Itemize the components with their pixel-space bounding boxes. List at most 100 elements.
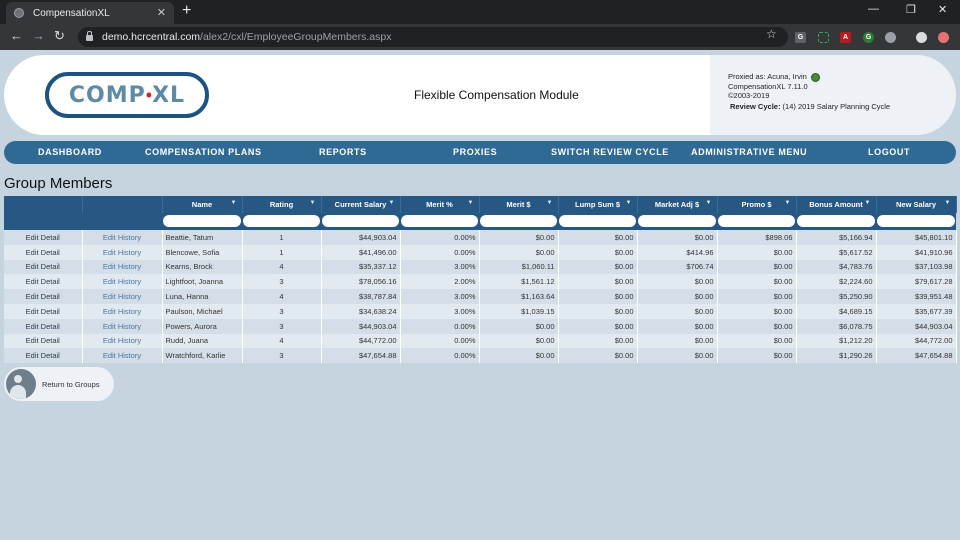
column-filter-icon[interactable]: ▼ bbox=[944, 200, 951, 206]
forward-icon[interactable]: → bbox=[32, 28, 45, 43]
column-header[interactable]: Promo $ ▼ bbox=[717, 196, 797, 213]
extension-badge-icon[interactable] bbox=[885, 32, 896, 43]
reload-icon[interactable]: ↻ bbox=[54, 28, 65, 43]
edit-history-link[interactable]: Edit History bbox=[82, 230, 163, 245]
copyright-text: ©2003-2019 bbox=[728, 90, 770, 100]
edit-history-link[interactable]: Edit History bbox=[82, 348, 163, 364]
column-header[interactable]: Lump Sum $ ▼ bbox=[558, 196, 638, 213]
edit-history-link[interactable]: Edit History bbox=[82, 244, 163, 260]
column-header[interactable]: Bonus Amount ▼ bbox=[796, 196, 877, 213]
column-filter-input[interactable] bbox=[163, 215, 241, 227]
edit-detail-link[interactable]: Edit Detail bbox=[4, 259, 83, 275]
column-header[interactable]: Name ▼ bbox=[162, 196, 243, 213]
column-header[interactable]: Market Adj $ ▼ bbox=[637, 196, 718, 213]
table-cell: $0.00 bbox=[717, 244, 797, 260]
nav-administrative-menu[interactable]: ADMINISTRATIVE MENU bbox=[691, 147, 808, 157]
table-cell: 0.00% bbox=[400, 244, 480, 260]
column-header[interactable]: Rating ▼ bbox=[242, 196, 322, 213]
back-icon[interactable]: ← bbox=[10, 28, 23, 43]
edit-detail-link[interactable]: Edit Detail bbox=[4, 333, 83, 349]
column-filter-icon[interactable]: ▼ bbox=[625, 200, 632, 206]
table-cell: $0.00 bbox=[558, 289, 638, 304]
column-filter-input[interactable] bbox=[401, 215, 478, 227]
column-filter-icon[interactable]: ▼ bbox=[784, 200, 791, 206]
edit-history-link[interactable]: Edit History bbox=[82, 289, 163, 304]
table-cell: $0.00 bbox=[717, 348, 797, 364]
logo-text-right: XL bbox=[152, 82, 186, 108]
close-tab-icon[interactable]: ✕ bbox=[156, 7, 166, 19]
column-filter-icon[interactable]: ▼ bbox=[388, 200, 395, 206]
table-cell: $1,212.20 bbox=[796, 333, 877, 349]
column-filter-input[interactable] bbox=[243, 215, 320, 227]
edit-history-link[interactable]: Edit History bbox=[82, 303, 163, 319]
extension-pdf-icon[interactable]: A bbox=[840, 32, 851, 43]
column-filter-icon[interactable]: ▼ bbox=[309, 200, 316, 206]
restore-icon[interactable]: ❐ bbox=[906, 4, 916, 16]
column-header[interactable]: Merit % ▼ bbox=[400, 196, 480, 213]
nav-proxies[interactable]: PROXIES bbox=[453, 147, 498, 157]
profile-avatar[interactable] bbox=[938, 32, 949, 43]
column-filter-input[interactable] bbox=[638, 215, 716, 227]
extension-g-icon[interactable]: G bbox=[795, 32, 806, 43]
bookmark-star-icon[interactable]: ☆ bbox=[766, 27, 777, 41]
filter-cell bbox=[717, 213, 796, 230]
minimize-icon[interactable]: — bbox=[868, 3, 879, 15]
nav-dashboard[interactable]: DASHBOARD bbox=[38, 147, 102, 157]
column-filter-icon[interactable]: ▼ bbox=[230, 200, 237, 206]
column-filter-input[interactable] bbox=[718, 215, 795, 227]
nav-logout[interactable]: LOGOUT bbox=[868, 147, 911, 157]
url-path: /alex2/cxl/EmployeeGroupMembers.aspx bbox=[200, 31, 392, 43]
lock-icon bbox=[86, 31, 93, 41]
edit-detail-link[interactable]: Edit Detail bbox=[4, 318, 83, 334]
table-cell: $45,801.10 bbox=[876, 230, 957, 245]
table-cell: $1,561.12 bbox=[479, 274, 559, 290]
group-users-icon bbox=[6, 369, 36, 399]
column-filter-icon[interactable]: ▼ bbox=[467, 200, 474, 206]
column-filter-icon[interactable]: ▼ bbox=[705, 200, 712, 206]
edit-detail-link[interactable]: Edit Detail bbox=[4, 303, 83, 319]
table-cell: $0.00 bbox=[479, 333, 559, 349]
table-cell: 0.00% bbox=[400, 318, 480, 334]
nav-compensation-plans[interactable]: COMPENSATION PLANS bbox=[145, 147, 262, 157]
edit-history-link[interactable]: Edit History bbox=[82, 333, 163, 349]
proxy-user-icon[interactable] bbox=[810, 72, 820, 82]
column-header[interactable]: Merit $ ▼ bbox=[479, 196, 559, 213]
nav-reports[interactable]: REPORTS bbox=[319, 147, 367, 157]
window-close-icon[interactable]: ✕ bbox=[938, 4, 948, 16]
edit-history-link[interactable]: Edit History bbox=[82, 259, 163, 275]
browser-tab[interactable]: CompensationXL ✕ bbox=[6, 2, 174, 24]
table-cell: $0.00 bbox=[717, 318, 797, 334]
extension-frame-icon[interactable] bbox=[818, 32, 829, 43]
column-filter-input[interactable] bbox=[480, 215, 557, 227]
column-filter-icon[interactable]: ▼ bbox=[546, 200, 553, 206]
table-cell: $79,617.28 bbox=[876, 274, 957, 290]
nav-switch-review-cycle[interactable]: SWITCH REVIEW CYCLE bbox=[551, 147, 669, 157]
extension-green-icon[interactable]: G bbox=[863, 32, 874, 43]
table-cell: $35,337.12 bbox=[321, 259, 401, 275]
edit-detail-link[interactable]: Edit Detail bbox=[4, 244, 83, 260]
table-cell: $0.00 bbox=[479, 230, 559, 245]
edit-detail-link[interactable]: Edit Detail bbox=[4, 274, 83, 290]
column-filter-icon[interactable]: ▼ bbox=[864, 200, 871, 206]
address-bar[interactable]: demo.hcrcentral.com/alex2/cxl/EmployeeGr… bbox=[78, 27, 788, 47]
edit-detail-link[interactable]: Edit Detail bbox=[4, 230, 83, 245]
column-filter-input[interactable] bbox=[797, 215, 875, 227]
return-to-groups-button[interactable]: Return to Groups bbox=[4, 367, 114, 401]
column-header[interactable]: New Salary ▼ bbox=[876, 196, 957, 213]
edit-detail-link[interactable]: Edit Detail bbox=[4, 289, 83, 304]
edit-history-link[interactable]: Edit History bbox=[82, 274, 163, 290]
filter-cell bbox=[321, 213, 400, 230]
table-cell: $0.00 bbox=[558, 348, 638, 364]
column-header[interactable]: Current Salary ▼ bbox=[321, 196, 401, 213]
edit-detail-link[interactable]: Edit Detail bbox=[4, 348, 83, 364]
column-filter-input[interactable] bbox=[877, 215, 955, 227]
table-cell: $0.00 bbox=[558, 303, 638, 319]
column-filter-input[interactable] bbox=[322, 215, 399, 227]
new-tab-icon[interactable]: + bbox=[182, 2, 192, 19]
column-filter-input[interactable] bbox=[559, 215, 636, 227]
extension-cloud-icon[interactable] bbox=[916, 32, 927, 43]
edit-history-link[interactable]: Edit History bbox=[82, 318, 163, 334]
table-cell: $4,783.76 bbox=[796, 259, 877, 275]
column-header-label: Merit % bbox=[426, 200, 453, 209]
globe-icon bbox=[14, 8, 24, 18]
